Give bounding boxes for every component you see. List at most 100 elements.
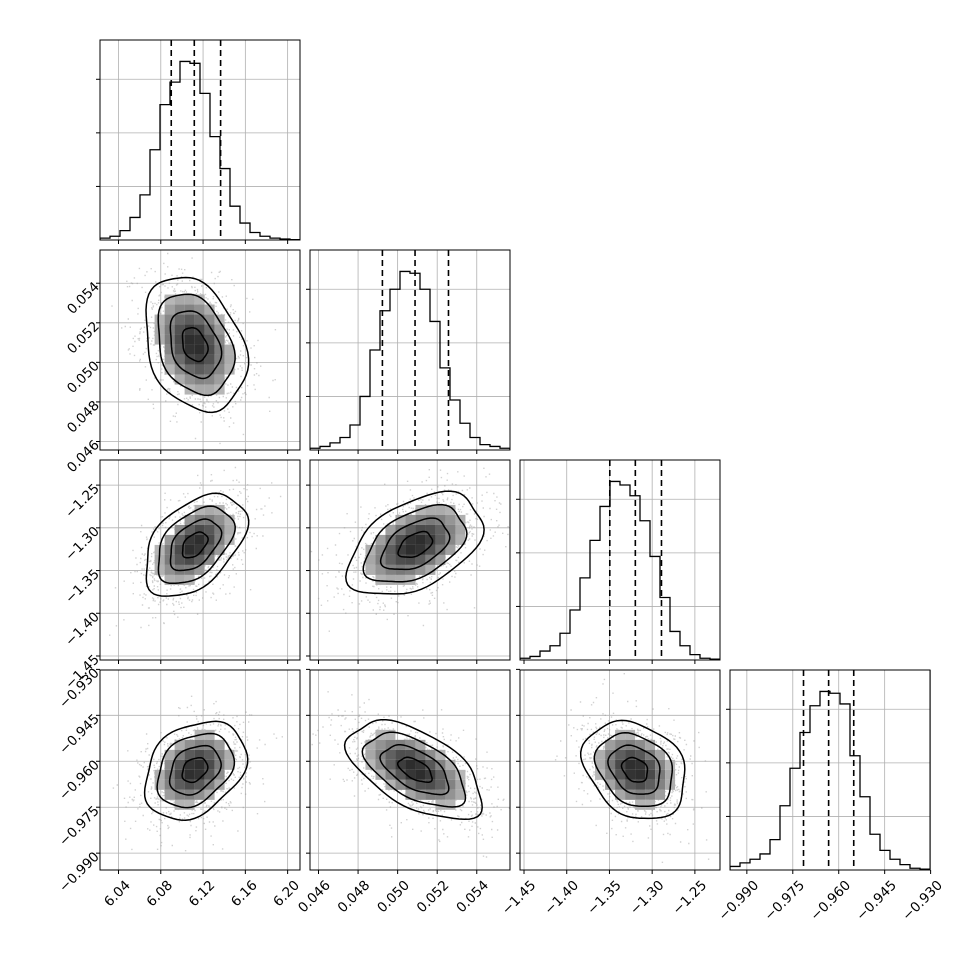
density-cell (435, 779, 446, 790)
density-cell (415, 534, 426, 545)
density-cell (194, 334, 205, 345)
density-cell (395, 554, 406, 565)
density-cell (164, 544, 175, 555)
density-cell (435, 504, 446, 515)
density-cell (385, 574, 396, 585)
density-cell (194, 534, 205, 545)
y-tick-label: −1.25 (62, 481, 103, 522)
density-cell (184, 574, 195, 585)
panel-frame (309, 669, 511, 871)
y-tick-label: −0.990 (56, 849, 103, 896)
density-cell (415, 554, 426, 565)
density-cell (204, 334, 215, 345)
x-tick-label: −0.990 (715, 877, 762, 924)
density-cell (385, 534, 396, 545)
density-cell (204, 354, 215, 365)
density-cell (204, 504, 215, 515)
histogram-step-2 (520, 480, 720, 660)
density-cell (194, 384, 205, 395)
density-cell (194, 544, 205, 555)
density-cell (595, 769, 606, 780)
x-tick-label: −0.930 (899, 877, 946, 924)
density-cell (635, 759, 646, 770)
density-cell (164, 789, 175, 800)
y-tick-label: −1.30 (62, 524, 103, 565)
histogram-panel-1 (306, 249, 511, 451)
y-tick-label: 0.054 (64, 279, 103, 318)
density-cell (194, 789, 205, 800)
density-cell (665, 759, 676, 770)
density-cell (214, 334, 225, 345)
panel-frame (99, 249, 301, 451)
density-cell (194, 759, 205, 770)
density-cell (445, 524, 456, 535)
density-cell (224, 514, 235, 525)
density-cell (164, 304, 175, 315)
density-cell (425, 759, 436, 770)
density-cell (415, 739, 426, 750)
histogram-panel-3 (726, 669, 932, 871)
x-tick-label: 6.12 (186, 877, 219, 910)
density-cell (194, 739, 205, 750)
density-cell (405, 769, 416, 780)
density-cell (164, 759, 175, 770)
density-cell (435, 769, 446, 780)
density-cell (174, 374, 185, 385)
density-cell (375, 769, 386, 780)
contour-2 (362, 503, 468, 583)
density-cell (184, 314, 195, 325)
density-cell (204, 374, 215, 385)
density-cell (174, 554, 185, 565)
density-cell (154, 324, 165, 335)
x-tick-label: 0.046 (295, 877, 334, 916)
histogram-panel-0 (96, 39, 301, 241)
contour-3 (145, 492, 250, 597)
density-cell (174, 294, 185, 305)
density-cell (405, 749, 416, 760)
density-cell (445, 769, 456, 780)
contour-1 (169, 518, 223, 572)
panel-frame (309, 459, 511, 661)
density-cell (164, 324, 175, 335)
x-tick-label: −1.25 (670, 877, 711, 918)
density-cell (595, 749, 606, 760)
density-cell (164, 534, 175, 545)
y-tick-label: 0.050 (64, 358, 103, 397)
density-cell (204, 304, 215, 315)
density-cell (214, 314, 225, 325)
contour-3 (579, 719, 686, 820)
y-tick-label: −1.35 (62, 566, 103, 607)
density-cell (184, 374, 195, 385)
density-cell (184, 779, 195, 790)
density-cell (174, 759, 185, 770)
y-tick-label: 0.046 (64, 437, 103, 476)
density-cell (184, 514, 195, 525)
density-cell (405, 759, 416, 770)
density-cell (184, 324, 195, 335)
panel-content (310, 670, 510, 870)
density-cell (635, 799, 646, 810)
density-cell (435, 534, 446, 545)
density-cell (615, 789, 626, 800)
density-cell (214, 344, 225, 355)
density-cell (164, 314, 175, 325)
density-cell (365, 759, 376, 770)
density-cell (184, 534, 195, 545)
density-cell (455, 534, 466, 545)
x-tick-label: −1.40 (541, 877, 582, 918)
density-cell (194, 374, 205, 385)
density-cell (204, 729, 215, 740)
density-cell (435, 749, 446, 760)
density-cell (615, 769, 626, 780)
density-cell (204, 779, 215, 790)
density-cell (214, 514, 225, 525)
y-tick-label: 0.048 (64, 398, 103, 437)
density-cell (375, 544, 386, 555)
density-cell (204, 769, 215, 780)
density-cell (365, 554, 376, 565)
density-cell (214, 739, 225, 750)
density-cell (214, 759, 225, 770)
density-cell (224, 524, 235, 535)
density-cell (645, 769, 656, 780)
scatter-panel-1-0 (99, 249, 301, 451)
